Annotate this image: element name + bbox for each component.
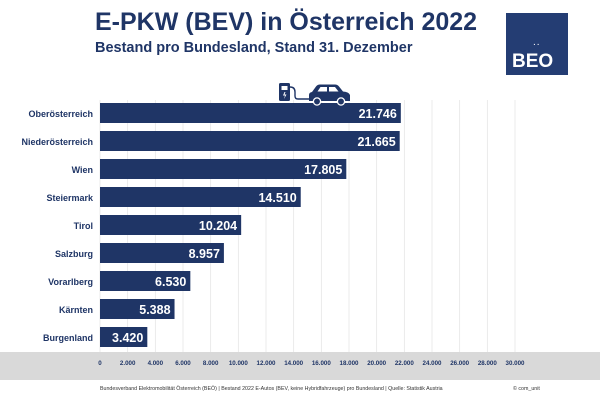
x-tick-label: 16.000 xyxy=(312,360,331,367)
logo-dots: .. xyxy=(533,37,541,48)
chart-title: E-PKW (BEV) in Österreich 2022 xyxy=(95,8,478,36)
x-tick-labels: 0 2.000 4.000 6.000 8.000 10.000 12.000 14.000 1… xyxy=(98,360,525,367)
logo-text: BEO xyxy=(512,51,554,72)
x-tick-label: 10.000 xyxy=(229,360,248,367)
category-label: Wien xyxy=(72,165,93,175)
bar xyxy=(100,271,191,291)
value-label: 17.805 xyxy=(304,163,342,177)
category-labels: Oberösterreich Niederösterreich Wien Steier… xyxy=(21,109,94,343)
x-tick-label: 0 xyxy=(98,360,102,367)
x-tick-label: 12.000 xyxy=(257,360,276,367)
x-tick-label: 26.000 xyxy=(450,360,469,367)
bar xyxy=(100,243,224,263)
category-label: Kärnten xyxy=(59,305,93,315)
value-labels: 21.746 21.665 17.805 14.510 10.204 8.9576.530… xyxy=(112,107,397,345)
x-tick-label: 4.000 xyxy=(148,360,164,367)
x-tick-label: 2.000 xyxy=(120,360,136,367)
bar xyxy=(100,327,148,347)
x-tick-label: 18.000 xyxy=(340,360,359,367)
category-label: Oberösterreich xyxy=(28,109,93,119)
value-label: 3.420 xyxy=(112,331,143,345)
bar xyxy=(100,215,242,235)
value-label: 8.957 xyxy=(189,247,220,261)
bar xyxy=(100,131,400,151)
bars xyxy=(100,103,401,347)
copyright-note: © com_unit xyxy=(513,386,540,392)
charging-station-car-icon xyxy=(279,83,350,106)
x-tick-label: 30.000 xyxy=(506,360,525,367)
x-tick-label: 20.000 xyxy=(367,360,386,367)
category-label: Niederösterreich xyxy=(21,137,93,147)
value-label: 10.204 xyxy=(199,219,237,233)
bar xyxy=(100,103,401,123)
beo-logo: .. BEO xyxy=(506,13,568,75)
x-tick-label: 28.000 xyxy=(478,360,497,367)
x-axis-band xyxy=(0,352,600,380)
category-label: Burgenland xyxy=(43,333,93,343)
bar xyxy=(100,187,301,207)
x-tick-label: 22.000 xyxy=(395,360,414,367)
source-footnote: Bundesverband Elektromobilität Österreic… xyxy=(100,386,443,392)
category-label: Tirol xyxy=(74,221,93,231)
bar xyxy=(100,159,347,179)
value-label: 5.388 xyxy=(139,303,170,317)
category-label: Steiermark xyxy=(46,193,94,203)
x-tick-label: 8.000 xyxy=(203,360,219,367)
x-tick-label: 24.000 xyxy=(423,360,442,367)
value-label: 14.510 xyxy=(258,191,296,205)
value-label: 21.665 xyxy=(357,135,395,149)
bar xyxy=(100,299,175,319)
category-label: Salzburg xyxy=(55,249,93,259)
x-tick-label: 6.000 xyxy=(175,360,191,367)
value-label: 6.530 xyxy=(155,275,186,289)
category-label: Vorarlberg xyxy=(48,277,93,287)
value-label: 21.746 xyxy=(359,107,397,121)
chart-subtitle: Bestand pro Bundesland, Stand 31. Dezemb… xyxy=(95,40,413,56)
x-tick-label: 14.000 xyxy=(284,360,303,367)
